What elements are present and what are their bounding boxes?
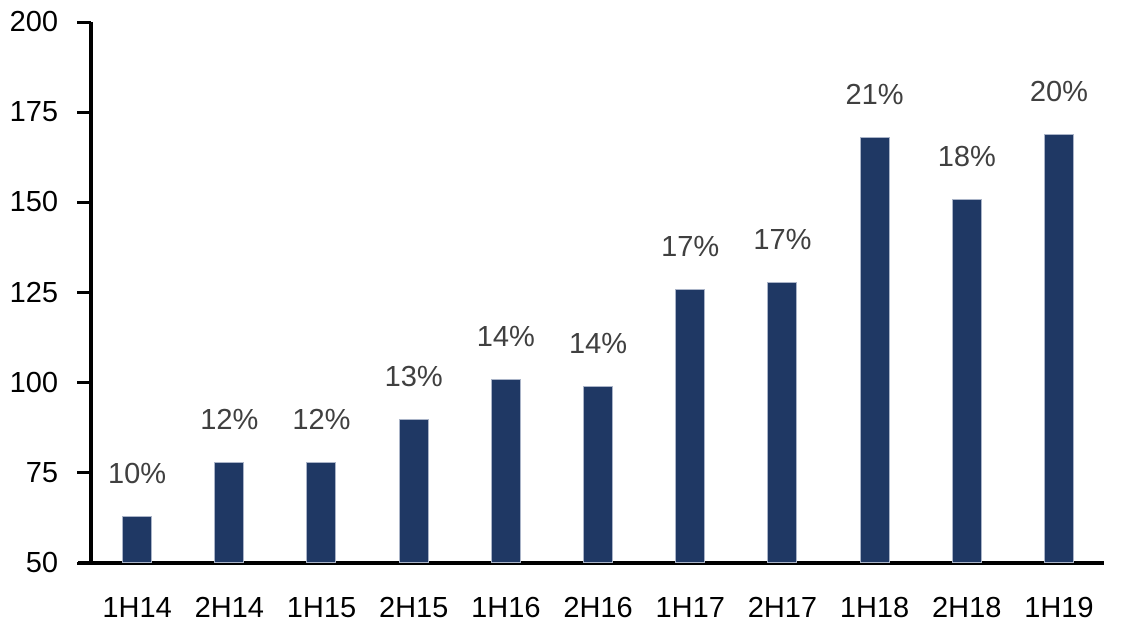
x-tick-label: 2H14: [194, 592, 264, 624]
bar-value-label: 14%: [476, 321, 535, 354]
x-tick-label: 2H16: [563, 592, 633, 624]
bar-value-label: 13%: [384, 360, 443, 393]
bar-value-label: 17%: [753, 223, 812, 256]
x-tick-label: 1H18: [839, 592, 910, 624]
bar-value-label: 21%: [845, 79, 904, 112]
y-tick-mark: [77, 561, 91, 565]
x-tick-label: 2H17: [747, 592, 818, 624]
x-tick-label: 1H16: [471, 592, 541, 624]
x-tick-label: 1H15: [286, 592, 357, 624]
y-tick-label: 50: [25, 547, 58, 579]
bar-2H15: [398, 418, 429, 563]
bar-1H18: [859, 137, 890, 563]
y-tick-mark: [77, 110, 91, 114]
bar-1H17: [675, 288, 706, 563]
bar-value-label: 10%: [108, 458, 167, 491]
bar-1H19: [1043, 133, 1074, 563]
y-tick-mark: [77, 471, 91, 475]
y-tick-label: 150: [9, 186, 58, 219]
y-tick-label: 100: [9, 366, 58, 399]
y-tick-mark: [77, 20, 91, 24]
y-tick-mark: [77, 381, 91, 385]
x-tick-label: 1H14: [102, 592, 172, 624]
bar-2H17: [767, 281, 798, 563]
bar-2H18: [951, 198, 982, 563]
bar-value-label: 17%: [661, 230, 720, 263]
y-tick-mark: [77, 291, 91, 294]
bar-value-label: 18%: [937, 140, 996, 173]
bar-1H16: [490, 379, 521, 563]
x-tick-label: 2H15: [378, 592, 449, 624]
x-tick-label: 1H19: [1024, 592, 1094, 624]
x-axis-line: [78, 561, 1104, 565]
bar-value-label: 14%: [568, 328, 628, 361]
bar-value-label: 20%: [1029, 75, 1088, 108]
bar-1H15: [306, 462, 337, 563]
y-tick-label: 200: [9, 6, 58, 38]
bar-1H14: [122, 516, 153, 563]
bar-2H16: [583, 386, 613, 563]
y-tick-mark: [77, 200, 91, 204]
bar-value-label: 12%: [200, 404, 259, 436]
x-tick-label: 1H17: [655, 592, 725, 624]
y-tick-label: 75: [25, 456, 58, 489]
x-tick-label: 2H18: [932, 592, 1002, 624]
y-axis-line: [89, 22, 93, 565]
y-tick-label: 175: [9, 96, 58, 129]
y-tick-label: 125: [9, 276, 58, 309]
bar-value-label: 12%: [292, 404, 351, 436]
bar-2H14: [214, 462, 245, 563]
